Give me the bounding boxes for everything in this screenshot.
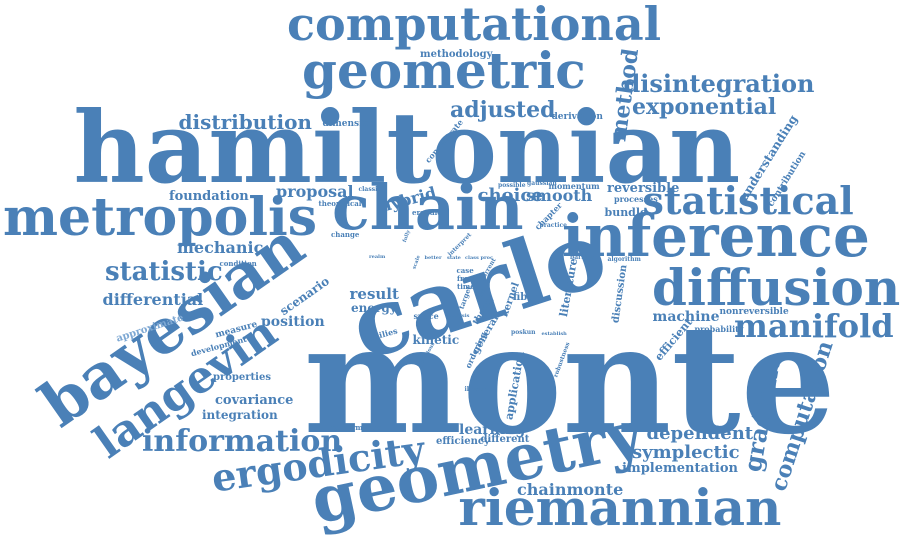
cloud-word: energy: [351, 301, 397, 315]
cloud-word: chainmonte: [517, 480, 624, 499]
cloud-word: smooth: [526, 186, 593, 205]
cloud-word: chain: [332, 171, 524, 244]
cloud-word: time: [457, 281, 475, 291]
cloud-word: riemannian: [458, 478, 782, 537]
cloud-word: possible: [498, 182, 526, 189]
cloud-word: statistic: [105, 257, 223, 287]
cloud-word: bundle: [604, 205, 648, 219]
cloud-word: mechanic: [177, 238, 264, 257]
cloud-word: monte: [303, 292, 837, 468]
cloud-word: foundation: [169, 188, 249, 204]
cloud-word: momentum: [548, 181, 600, 191]
cloud-word: poskun: [511, 329, 536, 336]
cloud-word: methodology: [420, 49, 493, 60]
cloud-word: choice: [477, 185, 543, 206]
cloud-word: reversible: [607, 180, 680, 196]
cloud-word: position: [261, 314, 325, 330]
cloud-word: better: [424, 254, 442, 261]
cloud-word: covariance: [215, 392, 294, 408]
cloud-word: result: [349, 284, 399, 303]
cloud-word: exponential: [632, 94, 777, 120]
cloud-word: statistical: [642, 178, 854, 223]
cloud-word: efficiency: [436, 436, 490, 447]
cloud-word: hamiltonian: [73, 91, 741, 206]
cloud-word: performance: [331, 422, 382, 432]
cloud-word: processes: [614, 194, 658, 204]
cloud-word: analysis: [447, 312, 470, 319]
cloud-word: computational: [287, 0, 662, 51]
cloud-word: change: [331, 229, 360, 239]
cloud-word: ergodic: [412, 207, 442, 217]
cloud-word: properties: [213, 372, 271, 383]
cloud-word: dependent: [646, 423, 754, 444]
cloud-word: nonreversible: [719, 306, 789, 317]
cloud-word: proposal: [276, 182, 354, 201]
cloud-word: integration: [202, 408, 278, 422]
cloud-word: different: [480, 434, 530, 445]
cloud-word: realm: [369, 253, 386, 260]
cloud-word: practice: [539, 222, 567, 229]
cloud-word: kinetic: [412, 333, 460, 347]
cloud-word: diffusion: [652, 258, 900, 317]
cloud-word: state: [447, 254, 461, 261]
cloud-word: theoretical: [318, 198, 362, 208]
cloud-word: barrier: [570, 254, 594, 261]
cloud-word: inference: [562, 202, 870, 270]
cloud-word: learning: [459, 422, 526, 438]
cloud-word: dimension: [322, 118, 376, 129]
cloud-word: classical: [358, 186, 388, 193]
cloud-word: adjusted: [450, 97, 556, 123]
cloud-word: information: [142, 424, 343, 459]
cloud-word: free: [457, 273, 473, 283]
cloud-word: algorithm: [607, 256, 641, 263]
cloud-word: disintegration: [623, 69, 815, 98]
cloud-word: gaussian: [527, 180, 557, 187]
cloud-word: implementation: [622, 460, 738, 476]
cloud-word: distribution: [178, 110, 312, 134]
cloud-word: derivation: [551, 111, 603, 122]
cloud-word: manifold: [734, 307, 894, 345]
cloud-word: metropolis: [3, 187, 318, 248]
cloud-word: symplectic: [632, 442, 740, 463]
cloud-word: machine: [652, 309, 720, 325]
cloud-word: condition: [219, 258, 257, 268]
cloud-word: geometric: [302, 41, 586, 100]
cloud-word: probability: [694, 324, 744, 334]
cloud-word: space: [413, 311, 439, 321]
cloud-word: case: [456, 265, 474, 275]
cloud-word: class: [465, 254, 479, 261]
cloud-word: illustrate: [464, 386, 496, 393]
cloud-word: differential: [102, 290, 204, 309]
cloud-word: proc: [480, 254, 494, 261]
cloud-word: establish: [541, 330, 567, 337]
cloud-word: fiber: [513, 292, 539, 303]
